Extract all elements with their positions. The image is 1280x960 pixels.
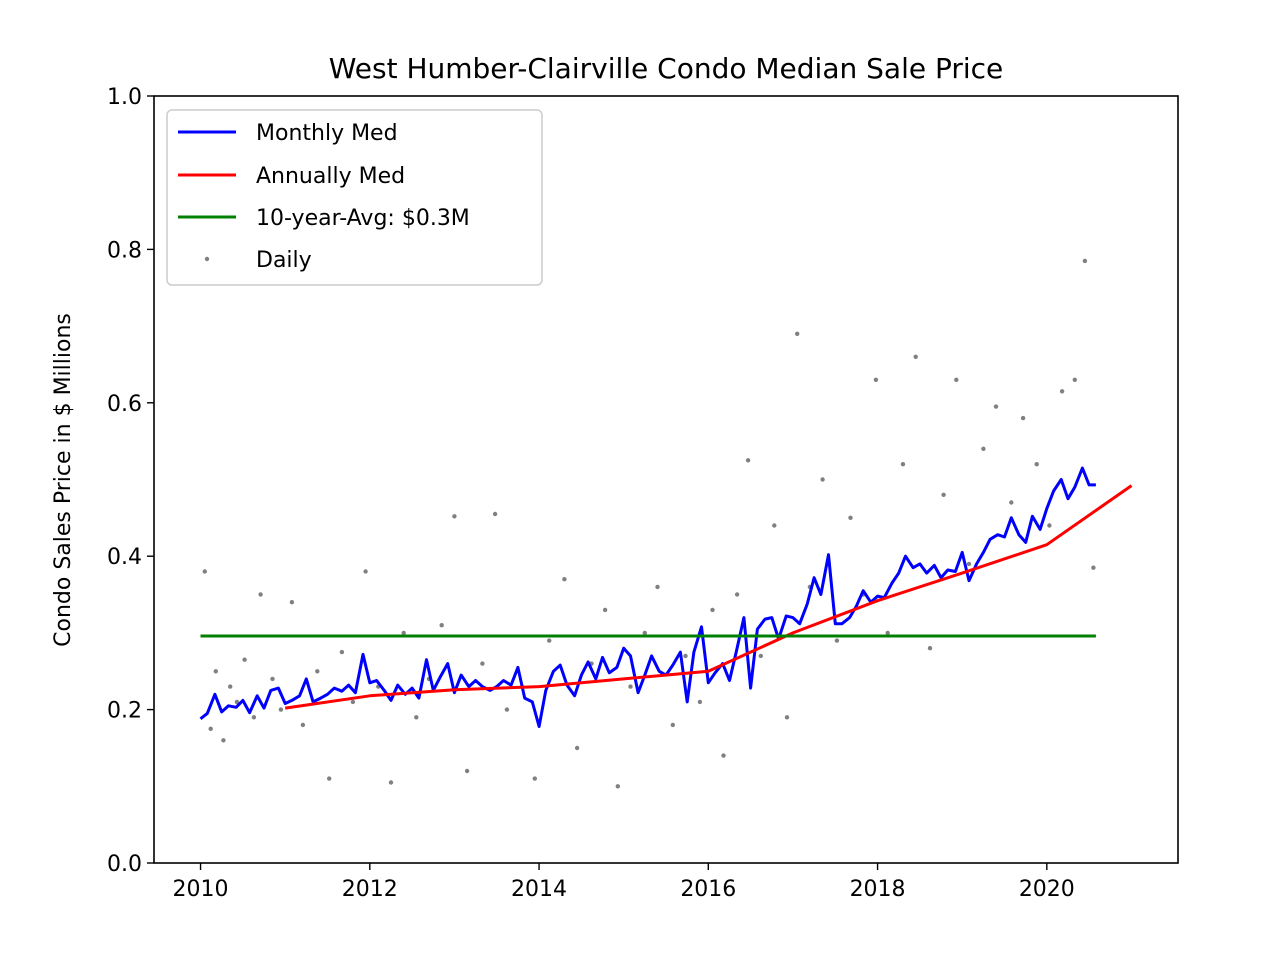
daily-point [615, 784, 620, 789]
daily-point [327, 776, 332, 781]
daily-point [721, 753, 726, 758]
daily-point [1034, 462, 1039, 467]
daily-point [532, 776, 537, 781]
daily-point [350, 699, 356, 705]
daily-point [414, 715, 419, 720]
x-tick-label: 2016 [680, 877, 736, 902]
daily-point [784, 715, 790, 720]
legend-label: Daily [256, 248, 312, 273]
daily-point [547, 638, 552, 643]
daily-point [234, 699, 240, 705]
legend-label: 10-year-Avg: $0.3M [256, 206, 470, 231]
daily-point [966, 561, 972, 567]
daily-point [221, 738, 226, 743]
x-tick-label: 2014 [511, 877, 567, 902]
y-tick-label: 0.6 [107, 392, 142, 417]
daily-point [954, 377, 959, 382]
daily-point [504, 707, 510, 712]
daily-point [363, 569, 368, 574]
daily-point [1047, 523, 1052, 528]
daily-point [642, 630, 647, 636]
daily-point [439, 623, 444, 628]
daily-point [772, 523, 777, 528]
daily-point [941, 492, 946, 497]
daily-point [228, 684, 233, 689]
legend-marker-daily [204, 256, 210, 262]
chart-title: West Humber-Clairville Condo Median Sale… [329, 52, 1004, 85]
y-tick-label: 0.8 [107, 238, 142, 263]
daily-point [758, 653, 763, 659]
daily-point [697, 699, 703, 705]
daily-point [1009, 500, 1014, 505]
daily-point [820, 477, 825, 482]
daily-point [289, 600, 295, 605]
daily-point [213, 669, 218, 674]
daily-point [401, 630, 406, 636]
x-tick-label: 2020 [1019, 877, 1075, 902]
legend-box [166, 109, 543, 286]
daily-point [1059, 389, 1065, 394]
daily-point [1020, 415, 1026, 421]
legend-label: Monthly Med [256, 121, 398, 146]
daily-point [300, 722, 306, 728]
daily-point [278, 707, 284, 712]
x-tick-label: 2010 [173, 877, 229, 902]
y-tick-label: 0.2 [107, 699, 142, 724]
x-tick-label: 2012 [342, 877, 398, 902]
daily-point [270, 676, 275, 682]
daily-point [464, 768, 470, 774]
series-line-monthly-med [199, 466, 1096, 728]
daily-point [480, 661, 485, 666]
daily-point [574, 745, 580, 751]
daily-point [848, 515, 853, 520]
daily-point [602, 607, 608, 613]
daily-point [913, 354, 918, 359]
daily-point [452, 514, 457, 519]
daily-point [834, 638, 840, 643]
daily-point [202, 569, 207, 574]
series-line-annually-med [284, 484, 1133, 710]
daily-point [683, 653, 688, 659]
y-axis-label: Condo Sales Price in $ Millions [51, 313, 76, 647]
daily-point [1091, 565, 1096, 570]
y-tick-label: 0.4 [107, 545, 142, 570]
x-tick-label: 2018 [850, 877, 906, 902]
daily-point [981, 446, 986, 451]
daily-point [795, 331, 800, 336]
daily-point [339, 649, 345, 655]
daily-point [885, 630, 890, 636]
daily-point [1082, 258, 1088, 264]
legend-label: Annually Med [256, 164, 405, 189]
daily-point [710, 607, 715, 613]
daily-point [315, 669, 320, 674]
daily-point [993, 404, 999, 409]
daily-point [251, 715, 257, 720]
legend: Monthly Med Annually Med 10-year-Avg: $0.3… [166, 109, 543, 286]
daily-point [258, 592, 263, 597]
daily-point [388, 780, 394, 785]
daily-point [734, 592, 740, 597]
daily-point [1072, 377, 1078, 382]
daily-point [242, 657, 247, 662]
daily-point [628, 684, 633, 689]
daily-points [202, 258, 1096, 789]
y-tick-label: 1.0 [107, 85, 142, 110]
plot-layer [199, 258, 1133, 789]
axes-layer: 2010 2012 2014 2016 2018 2020 0.0 0.2 0.4 0.6 0.8 1… [107, 85, 1179, 902]
daily-point [670, 722, 675, 728]
y-tick-label: 0.0 [107, 852, 142, 877]
daily-point [745, 458, 751, 463]
daily-point [562, 577, 567, 582]
plot-frame [153, 95, 1179, 864]
plot-clipped [199, 258, 1133, 789]
daily-point [492, 511, 498, 517]
daily-point [655, 584, 660, 590]
daily-point [873, 377, 879, 382]
daily-point [208, 726, 213, 731]
daily-point [900, 462, 906, 467]
daily-point [927, 646, 933, 651]
